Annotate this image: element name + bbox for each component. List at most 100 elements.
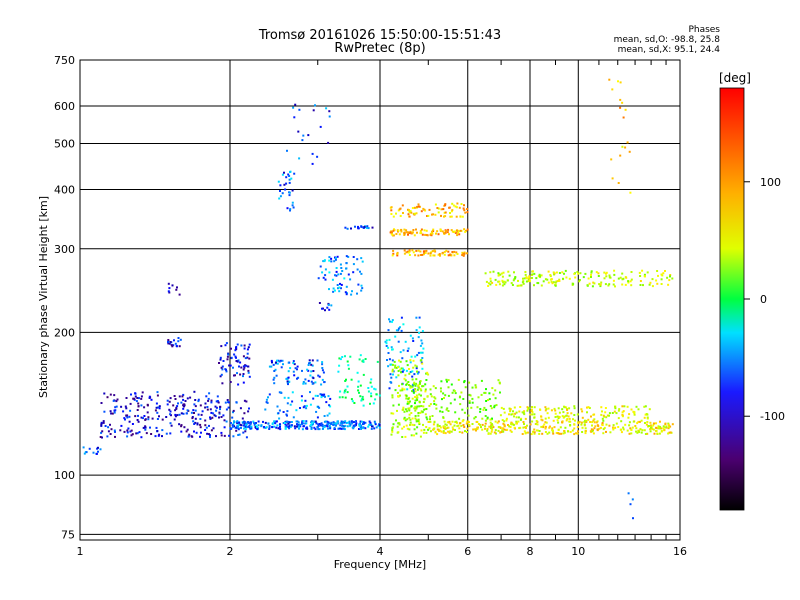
- data-point: [404, 374, 407, 377]
- data-point: [244, 421, 247, 424]
- data-point: [547, 281, 550, 284]
- data-point: [369, 423, 372, 426]
- data-point: [245, 436, 248, 439]
- data-point: [395, 329, 398, 332]
- data-point: [296, 420, 299, 423]
- data-point: [314, 394, 317, 397]
- data-point: [422, 250, 425, 253]
- data-point: [362, 226, 365, 229]
- data-point: [522, 280, 525, 283]
- data-point: [619, 98, 622, 101]
- data-point: [494, 389, 497, 392]
- data-point: [446, 426, 449, 429]
- data-point: [580, 421, 583, 424]
- data-point: [421, 253, 424, 256]
- data-point: [502, 281, 505, 284]
- data-point: [194, 399, 197, 401]
- data-point: [553, 407, 556, 410]
- data-point: [453, 398, 456, 401]
- data-point: [155, 406, 158, 409]
- data-point: [209, 417, 212, 420]
- data-point: [484, 415, 487, 417]
- data-point: [401, 427, 404, 430]
- data-point: [396, 391, 399, 394]
- data-point: [362, 359, 365, 362]
- data-point: [517, 420, 520, 423]
- data-point: [584, 430, 587, 432]
- data-point: [424, 209, 427, 212]
- data-point: [391, 363, 394, 366]
- data-point: [450, 210, 453, 213]
- data-point: [484, 272, 487, 275]
- data-point: [411, 385, 414, 388]
- data-point: [417, 412, 420, 414]
- data-point: [216, 400, 219, 402]
- data-point: [513, 415, 515, 418]
- data-point: [501, 275, 504, 278]
- data-point: [490, 407, 493, 410]
- data-point: [228, 401, 230, 404]
- data-point: [335, 270, 338, 273]
- data-point: [578, 420, 581, 423]
- data-point: [327, 303, 330, 306]
- data-point: [638, 420, 641, 423]
- data-point: [428, 427, 431, 430]
- data-point: [291, 391, 294, 394]
- data-point: [649, 421, 652, 424]
- data-point: [367, 227, 370, 230]
- data-point: [660, 427, 663, 430]
- data-point: [233, 420, 235, 423]
- data-point: [489, 271, 492, 274]
- data-point: [421, 362, 424, 365]
- data-point: [330, 260, 333, 263]
- data-point: [225, 368, 227, 371]
- data-point: [120, 405, 123, 408]
- data-point: [235, 347, 237, 349]
- data-point: [490, 427, 493, 430]
- data-point: [423, 428, 426, 431]
- data-point: [169, 413, 172, 416]
- data-point: [267, 422, 270, 425]
- data-point: [412, 388, 415, 391]
- data-point: [338, 396, 341, 399]
- data-point: [444, 394, 447, 397]
- data-point: [360, 257, 363, 260]
- data-point: [572, 418, 574, 421]
- data-point: [238, 433, 241, 436]
- data-point: [486, 416, 489, 419]
- data-point: [229, 381, 232, 383]
- data-point: [218, 416, 220, 419]
- data-point: [554, 409, 557, 412]
- data-point: [388, 318, 390, 321]
- data-point: [234, 349, 237, 352]
- data-point: [339, 272, 342, 275]
- data-point: [244, 423, 247, 426]
- data-point: [287, 376, 290, 379]
- data-point: [217, 401, 220, 404]
- data-point: [477, 426, 479, 429]
- data-point: [144, 425, 147, 428]
- data-point: [459, 229, 462, 232]
- data-point: [421, 357, 424, 359]
- data-point: [584, 419, 586, 422]
- data-point: [303, 405, 306, 408]
- data-point: [345, 292, 348, 294]
- data-point: [111, 412, 114, 415]
- data-point: [509, 429, 512, 432]
- data-point: [278, 409, 281, 412]
- data-point: [602, 428, 605, 431]
- data-point: [414, 417, 417, 420]
- data-point: [249, 427, 252, 430]
- data-point: [605, 275, 608, 278]
- data-point: [629, 280, 632, 283]
- data-point: [239, 423, 242, 426]
- data-point: [140, 397, 143, 400]
- data-point: [499, 431, 502, 434]
- data-point: [562, 432, 565, 435]
- data-point: [424, 383, 427, 386]
- data-point: [286, 402, 289, 405]
- data-point: [448, 206, 451, 209]
- data-point: [248, 375, 251, 378]
- data-point: [197, 413, 200, 416]
- data-point: [414, 415, 417, 417]
